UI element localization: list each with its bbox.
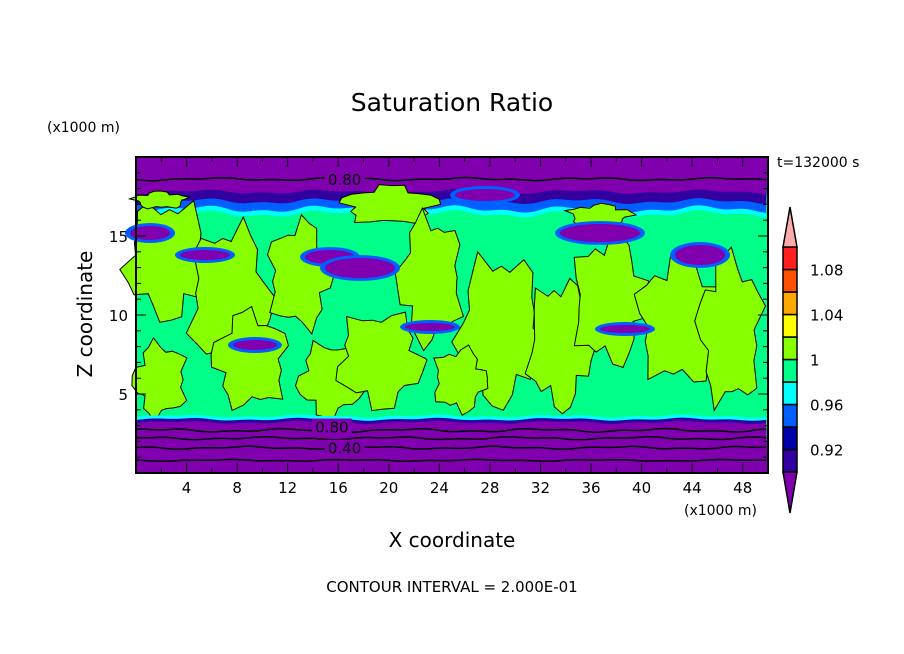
contour-line [135, 427, 767, 433]
dry-patch [325, 258, 395, 278]
colorbar-over-triangle [782, 206, 798, 248]
x-axis-unit: (x1000 m) [684, 503, 757, 519]
contour-line [135, 176, 767, 182]
colorbar-under-triangle [782, 471, 798, 514]
y-tick-label: 10 [109, 307, 128, 325]
dry-patch [560, 224, 640, 242]
contour-label-bg [311, 418, 352, 435]
contour-label: 0.80 [315, 419, 348, 437]
contour-interval: CONTOUR INTERVAL = 2.000E-01 [326, 578, 578, 596]
x-tick-label: 28 [480, 479, 499, 497]
lime-region [433, 344, 489, 416]
colorbar-tick-label: 0.92 [810, 442, 843, 460]
x-axis-label: X coordinate [388, 528, 516, 552]
chart-title: Saturation Ratio [350, 88, 554, 117]
lime-region [127, 190, 192, 210]
colorbar-swatch [782, 291, 798, 316]
dry-patch [675, 245, 725, 265]
contour-label-bg [324, 171, 365, 188]
x-tick-label: 24 [430, 479, 449, 497]
dry-patch [455, 189, 515, 201]
colorbar-tick-label: 1.08 [810, 262, 843, 280]
x-tick-label: 36 [581, 479, 600, 497]
x-tick-label: 40 [632, 479, 651, 497]
dry-patch [233, 340, 277, 350]
x-tick-label: 16 [329, 479, 348, 497]
lime-region [210, 305, 290, 412]
contour-label: 0.80 [328, 171, 361, 189]
colorbar-swatch [782, 313, 798, 338]
colorbar-swatch [782, 403, 798, 428]
colorbar-swatch [782, 381, 798, 406]
colorbar-tick-label: 0.96 [810, 397, 843, 415]
contour-line [135, 445, 767, 451]
upper-dry-band [136, 157, 768, 195]
contour-label: 0.40 [328, 440, 361, 458]
colorbar-tick-label: 1 [810, 352, 820, 370]
x-tick-label: 44 [683, 479, 702, 497]
colorbar-swatch [782, 336, 798, 361]
colorbar-swatch [782, 246, 798, 271]
x-tick-label: 48 [733, 479, 752, 497]
dry-patch [180, 250, 230, 260]
lime-region [131, 336, 188, 424]
y-axis-label: Z coordinate [73, 250, 97, 378]
contour-line [135, 458, 767, 463]
contour-label-bg [324, 439, 365, 456]
contour-line [135, 435, 767, 441]
dry-patch [600, 325, 650, 333]
colorbar-swatch [782, 358, 798, 383]
colorbar-tick-label: 1.04 [810, 307, 843, 325]
colorbar-swatch [782, 268, 798, 293]
time-label: t=132000 s [777, 155, 860, 171]
x-tick-label: 12 [278, 479, 297, 497]
dry-patch [405, 323, 455, 331]
x-tick-label: 4 [182, 479, 192, 497]
y-axis-unit: (x1000 m) [47, 120, 120, 136]
field [119, 157, 768, 473]
x-tick-label: 32 [531, 479, 550, 497]
lime-region [633, 252, 729, 383]
x-tick-label: 8 [232, 479, 242, 497]
y-tick-label: 5 [118, 386, 128, 404]
colorbar-swatch [782, 448, 798, 473]
y-tick-label: 15 [109, 228, 128, 246]
lime-region [694, 246, 767, 412]
lime-region [266, 213, 335, 336]
colorbar-swatch [782, 426, 798, 451]
x-tick-label: 20 [379, 479, 398, 497]
